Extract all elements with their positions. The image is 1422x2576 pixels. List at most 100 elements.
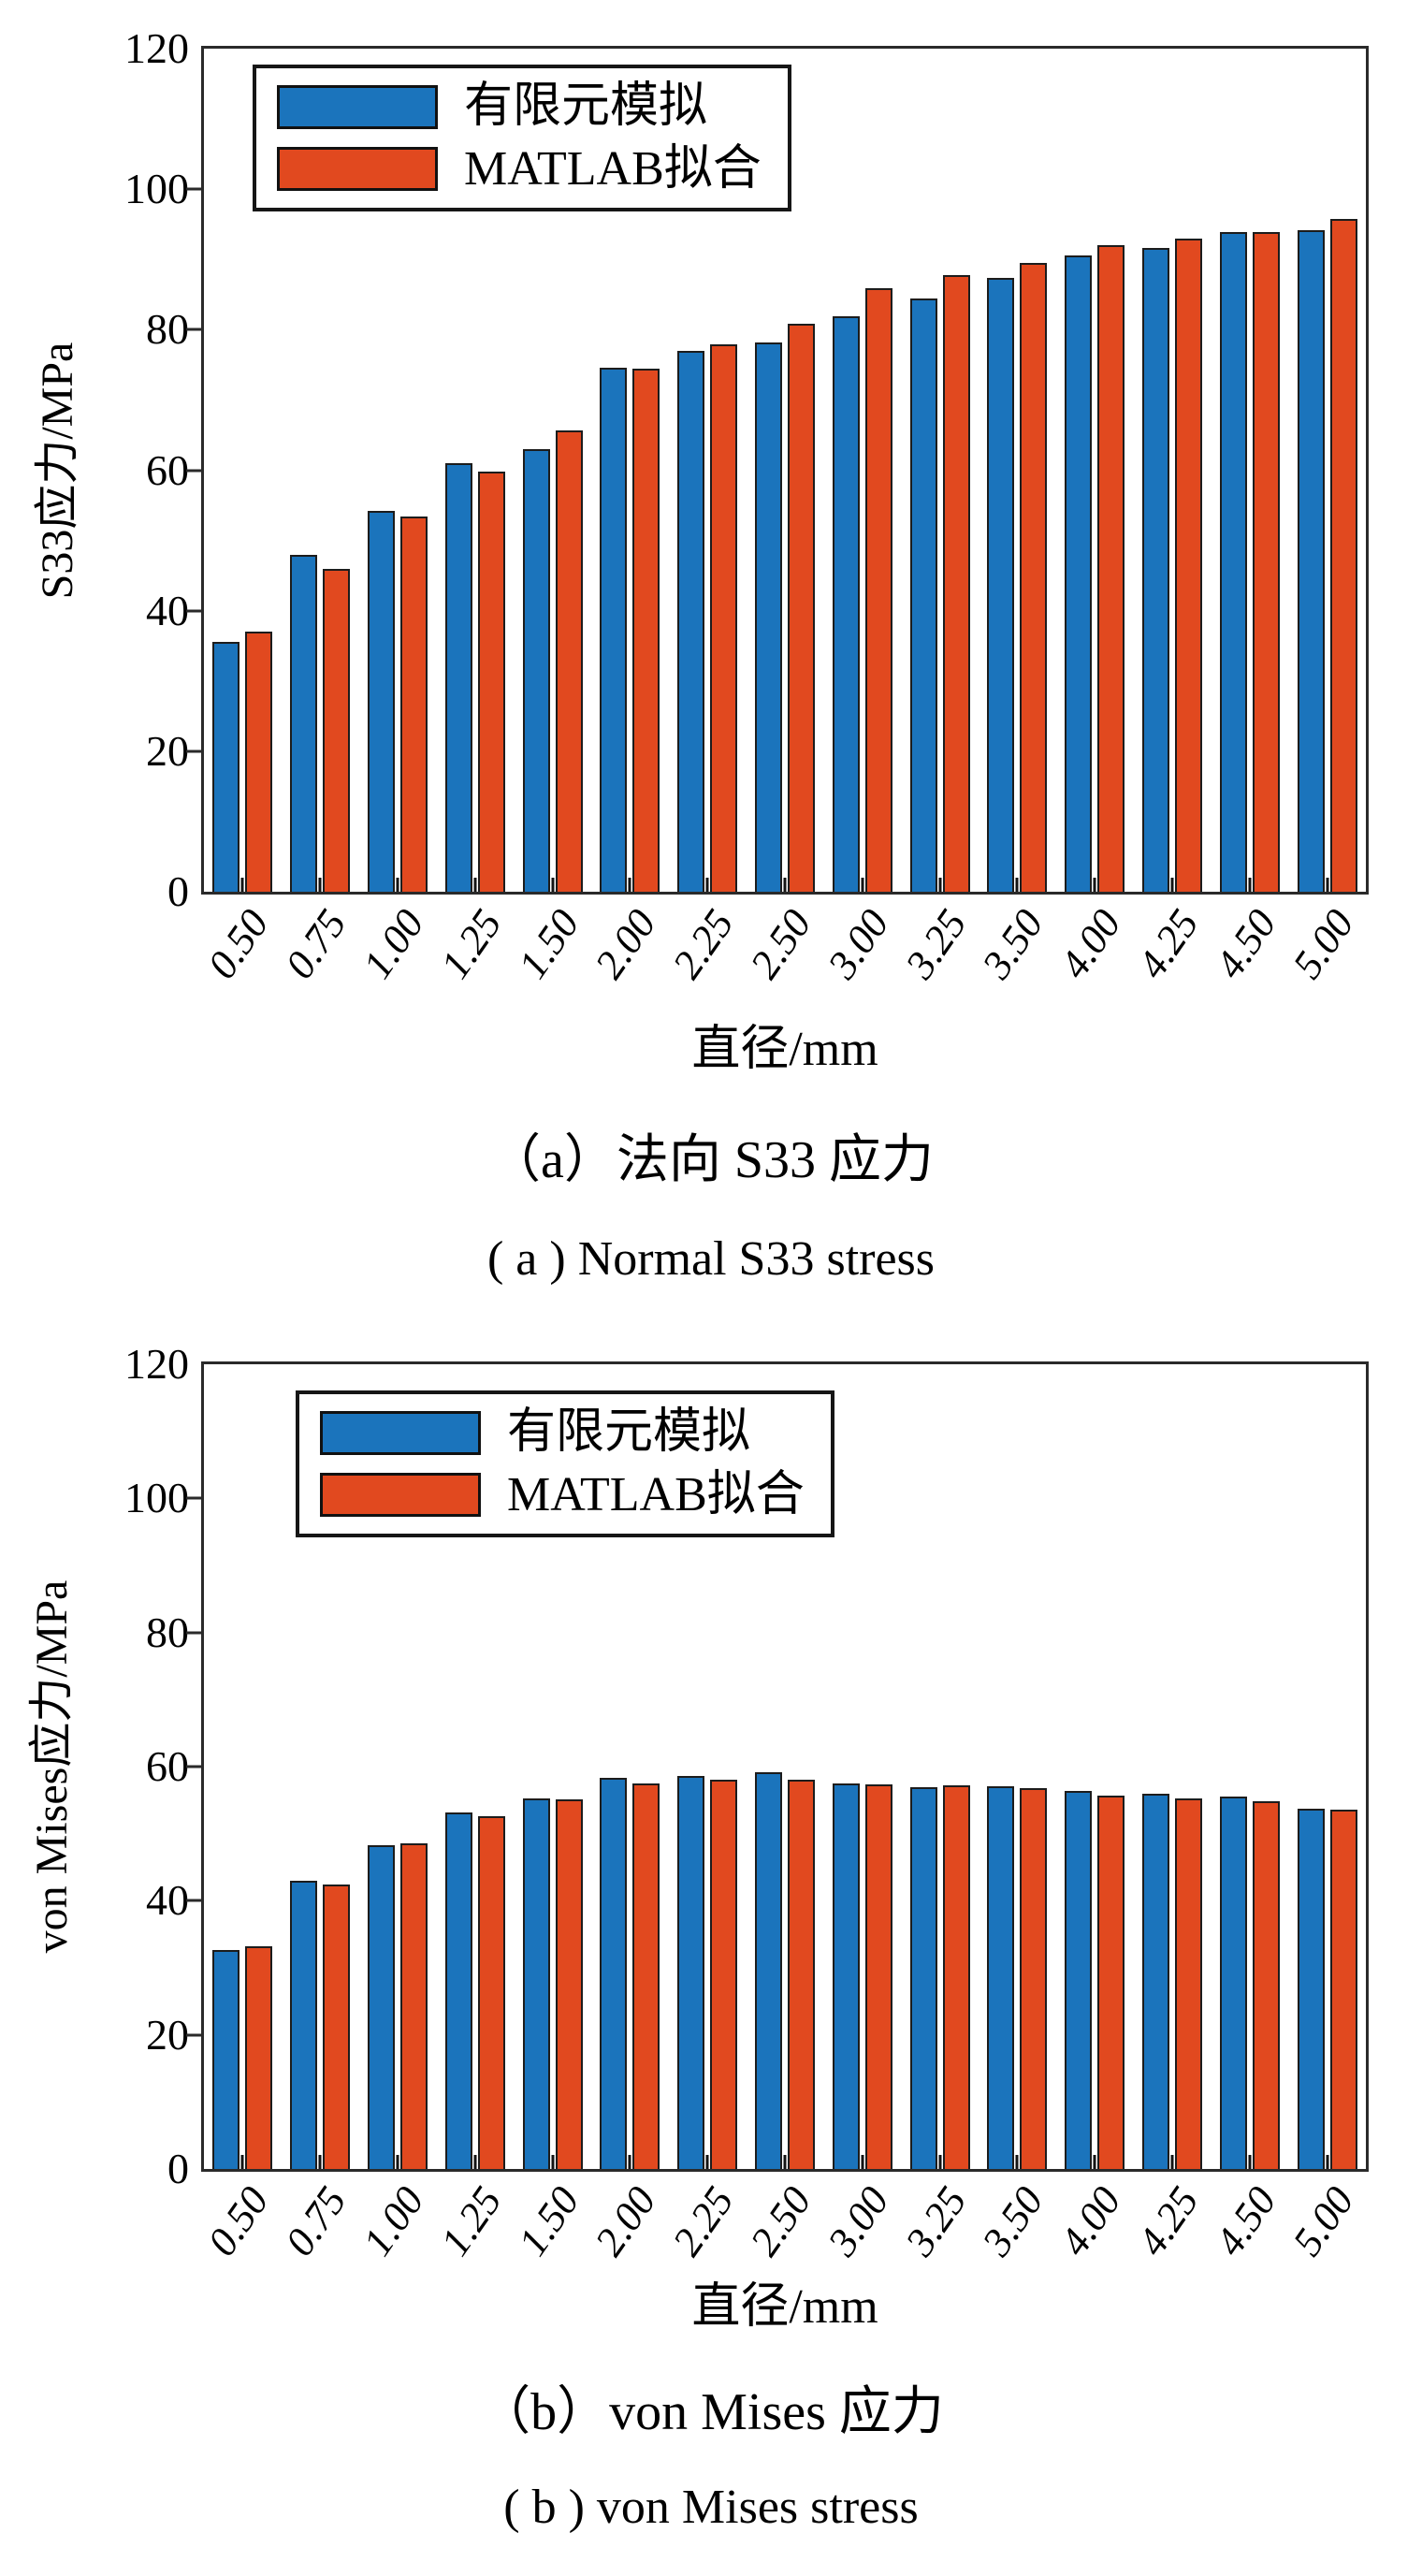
y-tick-label-100: 100 <box>124 1474 189 1522</box>
bar-matlab-1.50 <box>555 1799 583 2169</box>
bar-matlab-4.25 <box>1174 238 1202 892</box>
bar-group-2.25: 2.25 <box>664 1364 747 2263</box>
bar-matlab-0.50 <box>245 1946 273 2169</box>
x-tick-mark-2.25 <box>705 878 709 892</box>
bar-group-4.50: 4.50 <box>1206 1364 1288 2263</box>
x-tick-mark-1.00 <box>396 2155 399 2169</box>
bar-group-0.75: 0.75 <box>277 49 359 986</box>
legend-swatch-matlab-icon <box>320 1473 481 1518</box>
bar-group-2.00: 2.00 <box>587 1364 669 2263</box>
bar-fem-0.75 <box>290 554 318 892</box>
x-tick-mark-1.25 <box>473 2155 477 2169</box>
bar-fem-3.00 <box>832 316 860 892</box>
x-tick-label-4.25: 4.25 <box>1128 901 1208 987</box>
bar-fem-5.00 <box>1297 229 1325 892</box>
bar-fem-4.50 <box>1219 1797 1247 2169</box>
bar-matlab-3.50 <box>1020 1787 1048 2169</box>
bar-group-2.50: 2.50 <box>741 1364 824 2263</box>
caption-b-en: ( b ) von Mises stress <box>503 2481 919 2534</box>
x-tick-label-3.50: 3.50 <box>973 901 1053 987</box>
bar-fem-0.75 <box>290 1880 318 2169</box>
x-tick-label-3.25: 3.25 <box>895 901 976 987</box>
y-tick-mark-40 <box>186 609 204 613</box>
x-tick-label-1.00: 1.00 <box>354 2178 433 2264</box>
bar-fem-4.00 <box>1065 1790 1093 2169</box>
bar-matlab-2.50 <box>787 323 815 892</box>
y-tick-label-20: 20 <box>146 726 189 775</box>
bar-matlab-3.25 <box>942 274 970 892</box>
y-tick-mark-60 <box>186 469 204 472</box>
bar-group-1.25: 1.25 <box>431 49 514 986</box>
bar-fem-3.50 <box>987 277 1015 892</box>
plot-area: 0.50 0.75 1.00 1.25 1.50 2.00 2.25 2.50 3.00 3.25… <box>124 1343 1369 2263</box>
bar-group-3.50: 3.50 <box>974 1364 1056 2263</box>
x-tick-mark-0.50 <box>240 2155 244 2169</box>
bar-groups: 0.50 0.75 1.00 1.25 1.50 2.00 2.25 2.50 3.00 3.25… <box>199 1364 1366 2263</box>
caption-b-zh: （b）von Mises 应力 <box>478 2383 944 2441</box>
x-tick-label-1.50: 1.50 <box>508 2178 588 2264</box>
y-tick-mark-60 <box>186 1765 204 1768</box>
bar-group-1.00: 1.00 <box>354 49 437 986</box>
bar-matlab-1.25 <box>477 1816 505 2169</box>
legend-item-fem: 有限元模拟 <box>277 80 762 133</box>
x-tick-mark-4.50 <box>1248 2155 1252 2169</box>
x-tick-label-2.50: 2.50 <box>741 2178 820 2264</box>
bar-fem-1.00 <box>367 511 395 892</box>
y-tick-label-80: 80 <box>146 1608 189 1656</box>
x-tick-mark-0.75 <box>318 878 322 892</box>
bar-group-1.00: 1.00 <box>354 1364 437 2263</box>
bar-group-1.50: 1.50 <box>509 1364 591 2263</box>
x-tick-mark-5.00 <box>1326 878 1329 892</box>
bar-matlab-4.25 <box>1174 1798 1202 2169</box>
bar-matlab-1.00 <box>399 1843 428 2169</box>
y-tick-label-80: 80 <box>146 305 189 354</box>
x-tick-label-5.00: 5.00 <box>1283 2178 1363 2264</box>
y-tick-label-40: 40 <box>146 1876 189 1925</box>
x-tick-mark-2.00 <box>628 878 631 892</box>
y-tick-mark-80 <box>186 327 204 331</box>
bar-matlab-3.25 <box>942 1785 970 2169</box>
y-tick-label-20: 20 <box>146 2010 189 2059</box>
bar-matlab-2.50 <box>787 1780 815 2169</box>
x-tick-label-4.50: 4.50 <box>1206 901 1285 987</box>
y-axis-title: von Mises应力/MPa <box>27 1579 77 1954</box>
bar-fem-0.50 <box>212 1950 240 2169</box>
bar-group-0.50: 0.50 <box>199 1364 282 2263</box>
bar-matlab-1.00 <box>399 517 428 892</box>
x-tick-label-0.50: 0.50 <box>198 2178 279 2264</box>
bar-matlab-2.00 <box>632 369 660 892</box>
x-tick-mark-3.50 <box>1015 2155 1019 2169</box>
legend-item-matlab: MATLAB拟合 <box>320 1469 805 1521</box>
bar-group-0.75: 0.75 <box>277 1364 359 2263</box>
y-tick-label-0: 0 <box>167 2145 189 2192</box>
y-tick-label-0: 0 <box>167 867 189 915</box>
x-tick-label-2.00: 2.00 <box>586 901 666 987</box>
bar-fem-3.25 <box>909 298 937 892</box>
bar-group-4.00: 4.00 <box>1052 49 1134 986</box>
x-tick-mark-1.00 <box>396 878 399 892</box>
x-tick-label-1.25: 1.25 <box>431 2178 511 2264</box>
bar-group-0.50: 0.50 <box>199 49 282 986</box>
x-tick-mark-4.50 <box>1248 878 1252 892</box>
bar-group-2.00: 2.00 <box>587 49 669 986</box>
bar-matlab-1.25 <box>477 472 505 892</box>
x-tick-mark-4.25 <box>1170 878 1174 892</box>
bar-group-5.00: 5.00 <box>1284 1364 1366 2263</box>
x-tick-label-3.00: 3.00 <box>819 901 898 987</box>
x-tick-mark-2.25 <box>705 2155 709 2169</box>
x-tick-label-3.00: 3.00 <box>819 2178 898 2264</box>
x-tick-label-2.25: 2.25 <box>663 901 743 987</box>
legend-swatch-fem-icon <box>320 1410 481 1455</box>
bar-fem-4.00 <box>1065 255 1093 892</box>
legend-label-fem: 有限元模拟 <box>464 80 708 133</box>
x-tick-label-2.25: 2.25 <box>663 2178 743 2264</box>
x-tick-mark-4.25 <box>1170 2155 1174 2169</box>
y-tick-mark-40 <box>186 1899 204 1902</box>
x-tick-mark-4.00 <box>1093 2155 1096 2169</box>
y-tick-label-40: 40 <box>146 586 189 634</box>
bar-fem-3.25 <box>909 1786 937 2169</box>
bar-fem-1.25 <box>444 463 472 892</box>
x-tick-label-0.75: 0.75 <box>276 901 356 987</box>
bar-group-3.00: 3.00 <box>819 49 901 986</box>
bar-matlab-2.25 <box>710 1780 738 2169</box>
